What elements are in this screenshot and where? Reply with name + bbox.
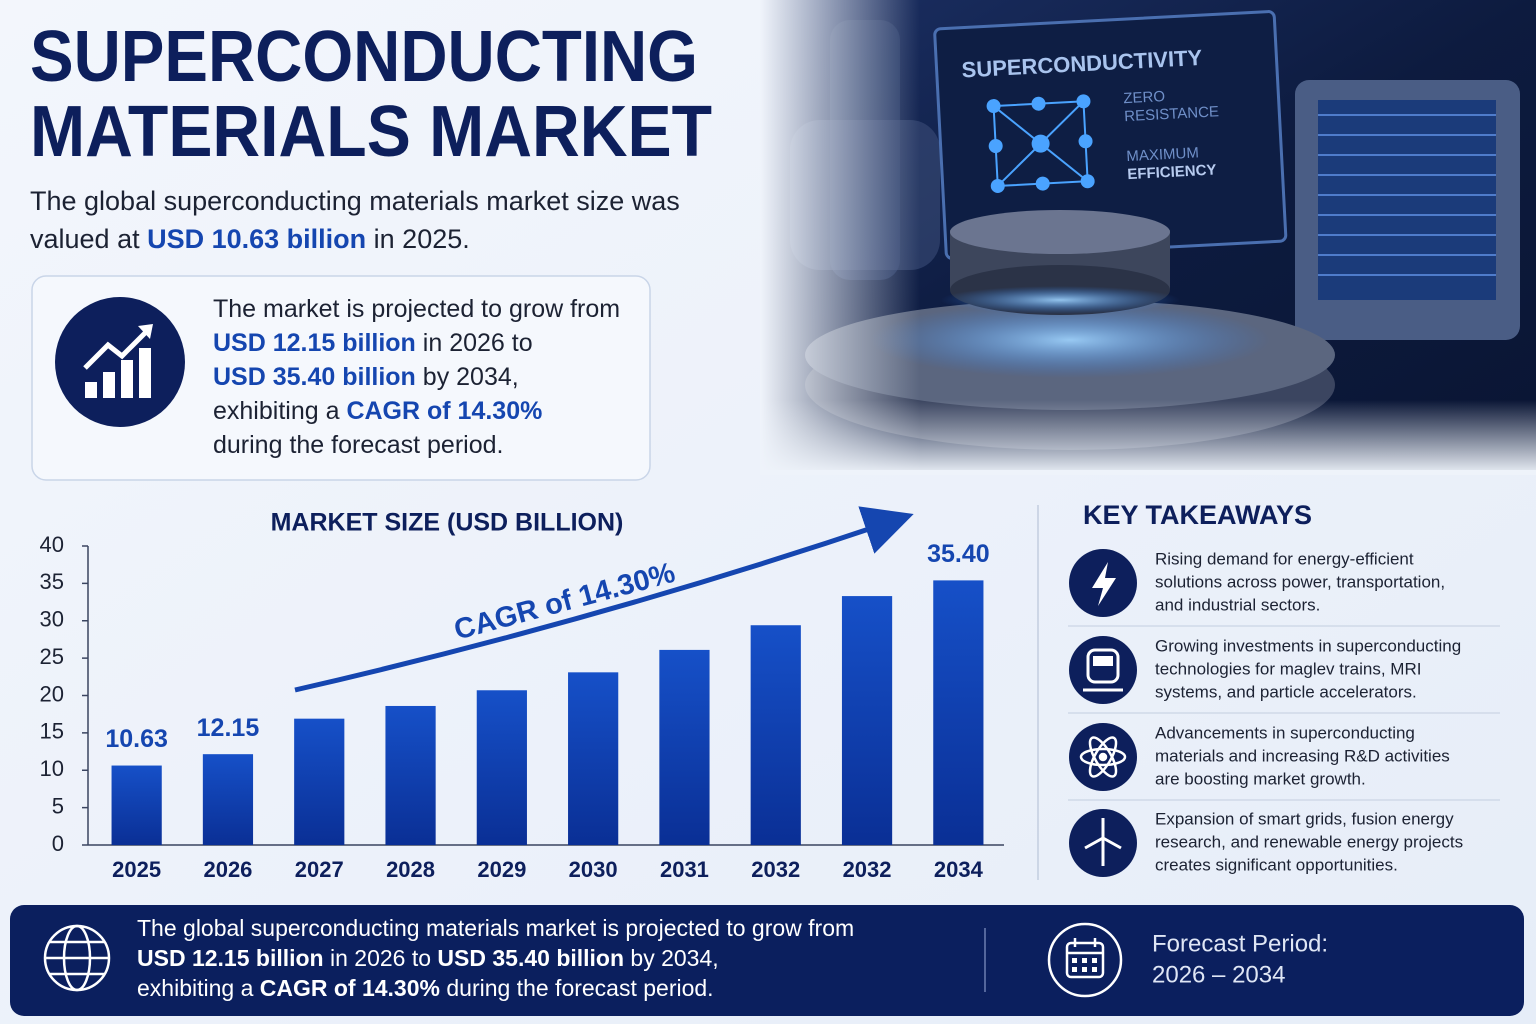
callout-line: during the forecast period.	[213, 431, 503, 459]
footer-highlight: USD 35.40 billion	[437, 945, 624, 971]
takeaway-text: systems, and particle accelerators.	[1155, 682, 1417, 701]
footer-line: USD 12.15 billion in 2026 to USD 35.40 b…	[137, 945, 719, 971]
callout-line: USD 12.15 billion in 2026 to	[213, 329, 533, 357]
callout-line: exhibiting a CAGR of 14.30%	[213, 397, 542, 425]
bar	[202, 754, 254, 845]
train-icon	[1069, 636, 1137, 704]
feature-text: MAXIMUM	[1126, 144, 1199, 165]
calendar-icon	[1047, 922, 1123, 998]
cagr-arrow	[294, 506, 914, 693]
callout-segment: exhibiting a	[213, 397, 346, 425]
takeaway-text: materials and increasing R&D activities	[1155, 746, 1450, 765]
footer-line: The global superconducting materials mar…	[137, 915, 854, 941]
callout-box	[31, 275, 651, 481]
intro-segment: valued at	[30, 224, 147, 254]
callout-segment: in 2026 to	[416, 329, 533, 357]
x-tick-label: 2026	[203, 857, 252, 882]
bar	[385, 705, 436, 845]
page-title: MATERIALS MARKET	[30, 92, 712, 172]
x-tick-label: 2030	[569, 857, 618, 882]
callout-highlight: USD 35.40 billion	[213, 363, 416, 391]
footer-segment: during the forecast period.	[440, 975, 714, 1001]
footer-highlight: USD 12.15 billion	[137, 945, 324, 971]
x-tick-label: 2032	[843, 857, 892, 882]
intro-segment: in 2025.	[366, 224, 470, 254]
x-tick-label: 2025	[112, 857, 161, 882]
y-tick-label: 15	[40, 719, 64, 744]
value-label: 35.40	[927, 540, 990, 568]
intro-segment: The global superconducting materials mar…	[30, 186, 680, 216]
takeaway-text: and industrial sectors.	[1155, 595, 1320, 614]
bar	[568, 672, 619, 845]
takeaway-text: research, and renewable energy projects	[1155, 832, 1463, 851]
footer-segment: The global superconducting materials mar…	[137, 915, 854, 941]
y-tick-label: 5	[52, 793, 64, 818]
callout-segment: The market is projected to grow from	[213, 295, 620, 323]
takeaway-text: are boosting market growth.	[1155, 769, 1366, 788]
footer-banner	[10, 905, 1524, 1016]
intro-highlight: USD 10.63 billion	[147, 224, 366, 254]
bar	[750, 625, 801, 845]
y-tick-label: 30	[40, 607, 64, 632]
x-tick-label: 2032	[751, 857, 800, 882]
takeaway-text: Rising demand for energy-efficient	[1155, 549, 1414, 568]
bar	[476, 690, 527, 845]
y-tick-label: 40	[40, 532, 64, 557]
takeaway-text: creates significant opportunities.	[1155, 855, 1398, 874]
bolt-icon	[1069, 549, 1137, 617]
bar	[111, 765, 162, 845]
hero-image: SUPERCONDUCTIVITY ZERO RESISTANCE MAXIMU…	[760, 0, 1536, 475]
intro-text: The global superconducting materials mar…	[30, 186, 680, 216]
takeaways-title: KEY TAKEAWAYS	[1083, 500, 1312, 530]
bar	[841, 596, 893, 845]
y-tick-label: 20	[40, 681, 64, 706]
bar	[294, 718, 345, 845]
forecast-value: 2026 – 2034	[1152, 961, 1285, 988]
turbine-icon	[1069, 809, 1137, 877]
growth-icon	[55, 297, 185, 427]
feature-text: EFFICIENCY	[1127, 161, 1217, 183]
callout-line: The market is projected to grow from	[213, 295, 620, 323]
x-tick-label: 2031	[660, 857, 709, 882]
footer-line: exhibiting a CAGR of 14.30% during the f…	[137, 975, 714, 1001]
chart-title: MARKET SIZE (USD BILLION)	[271, 509, 624, 537]
feature-text: RESISTANCE	[1124, 103, 1220, 125]
globe-icon	[43, 924, 111, 992]
y-tick-label: 35	[40, 569, 64, 594]
callout-line: USD 35.40 billion by 2034,	[213, 363, 519, 391]
callout-highlight: USD 12.15 billion	[213, 329, 416, 357]
page-title: SUPERCONDUCTING	[30, 17, 698, 97]
callout-highlight: CAGR of 14.30%	[346, 397, 542, 425]
callout-segment: by 2034,	[416, 363, 519, 391]
takeaway-text: Advancements in superconducting	[1155, 723, 1415, 742]
x-tick-label: 2034	[934, 857, 984, 882]
takeaway-text: solutions across power, transportation,	[1155, 572, 1445, 591]
takeaway-text: technologies for maglev trains, MRI	[1155, 659, 1421, 678]
y-tick-label: 0	[52, 831, 64, 856]
bar-chart: MARKET SIZE (USD BILLION) CAGR of 14.30%…	[40, 506, 1004, 882]
x-tick-label: 2027	[295, 857, 344, 882]
y-tick-label: 10	[40, 756, 64, 781]
takeaway-text: Growing investments in superconducting	[1155, 636, 1461, 655]
atom-icon	[1069, 723, 1137, 791]
takeaways-list: Rising demand for energy-efficient soluti…	[1068, 549, 1500, 877]
bar	[659, 649, 710, 845]
takeaway-text: Expansion of smart grids, fusion energy	[1155, 809, 1454, 828]
bar	[933, 580, 984, 845]
value-label: 12.15	[197, 714, 260, 742]
footer-segment: in 2026 to	[324, 945, 438, 971]
callout-segment: during the forecast period.	[213, 431, 503, 459]
x-tick-label: 2029	[477, 857, 526, 882]
footer-segment: exhibiting a	[137, 975, 260, 1001]
y-tick-label: 25	[40, 644, 64, 669]
value-label: 10.63	[105, 725, 168, 753]
forecast-label: Forecast Period:	[1152, 930, 1328, 957]
footer-highlight: CAGR of 14.30%	[260, 975, 440, 1001]
x-tick-label: 2028	[386, 857, 435, 882]
footer-segment: by 2034,	[624, 945, 719, 971]
intro-text: valued at USD 10.63 billion in 2025.	[30, 224, 470, 254]
feature-text: ZERO	[1123, 88, 1166, 107]
